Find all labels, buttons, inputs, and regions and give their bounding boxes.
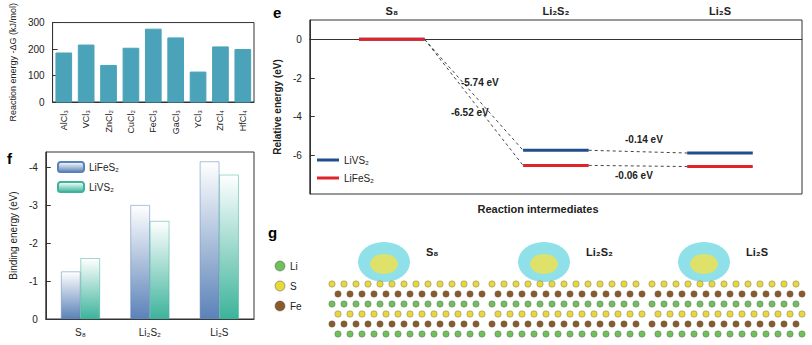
svg-text:Reaction energy -ΔG (kJ/mol): Reaction energy -ΔG (kJ/mol) [8,3,18,122]
svg-text:-0.06 eV: -0.06 eV [615,170,653,181]
svg-text:CuCl₂: CuCl₂ [126,109,136,133]
svg-text:LiFeS₂: LiFeS₂ [344,173,374,184]
svg-text:S₈: S₈ [426,246,439,258]
svg-text:Li₂S: Li₂S [746,246,768,258]
svg-text:-4: -4 [29,162,38,173]
svg-text:LiFeS₂: LiFeS₂ [89,162,119,173]
svg-text:g: g [268,224,277,241]
svg-text:Binding energy (eV): Binding energy (eV) [8,191,19,279]
svg-text:0: 0 [39,97,45,108]
svg-text:FeCl₃: FeCl₃ [148,110,158,133]
svg-text:VCl₃: VCl₃ [81,110,91,129]
svg-text:Fe: Fe [290,301,302,312]
svg-text:-6: -6 [293,150,302,161]
svg-text:Li₂S: Li₂S [709,5,731,17]
svg-text:ZnCl₂: ZnCl₂ [104,109,114,132]
svg-text:0: 0 [296,34,302,45]
svg-text:Reaction intermediates: Reaction intermediates [477,203,598,215]
svg-text:Relative energy (eV): Relative energy (eV) [272,59,283,155]
svg-text:Li: Li [290,261,298,272]
svg-text:Li₂S: Li₂S [210,327,229,338]
svg-text:Li₂S₂: Li₂S₂ [586,246,613,258]
svg-text:LiVS₂: LiVS₂ [89,182,114,193]
svg-text:HfCl₄: HfCl₄ [238,110,248,131]
svg-text:AlCl₃: AlCl₃ [59,110,69,131]
svg-text:-0.14 eV: -0.14 eV [625,134,663,145]
svg-text:LiVS₂: LiVS₂ [344,155,369,166]
svg-text:-5.74 eV: -5.74 eV [461,77,499,88]
svg-text:Li₂S₂: Li₂S₂ [542,5,569,17]
svg-text:-4: -4 [293,111,302,122]
svg-text:GaCl₃: GaCl₃ [171,110,181,135]
svg-text:S₈: S₈ [75,327,86,338]
svg-text:100: 100 [28,70,45,81]
svg-text:ZrCl₄: ZrCl₄ [215,110,225,131]
svg-text:f: f [7,150,13,167]
svg-text:-6.52 eV: -6.52 eV [451,107,489,118]
svg-text:e: e [273,4,281,21]
svg-text:-2: -2 [29,238,38,249]
svg-text:S: S [290,281,297,292]
svg-text:200: 200 [28,44,45,55]
svg-text:S₈: S₈ [386,5,399,17]
svg-text:0: 0 [32,314,38,325]
svg-text:300: 300 [28,17,45,28]
svg-text:-1: -1 [29,276,38,287]
svg-text:-2: -2 [293,73,302,84]
svg-text:Li₂S₂: Li₂S₂ [139,327,161,338]
svg-text:YCl₃: YCl₃ [193,110,203,129]
svg-text:-3: -3 [29,200,38,211]
